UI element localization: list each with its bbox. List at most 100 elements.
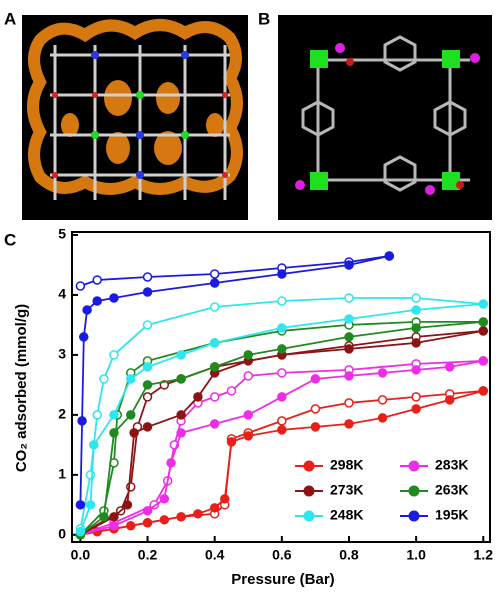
- adsorption-point: [278, 345, 286, 353]
- adsorption-point: [144, 519, 152, 527]
- desorption-point: [379, 396, 387, 404]
- adsorption-point: [211, 279, 219, 287]
- desorption-point: [86, 471, 94, 479]
- desorption-point: [412, 393, 420, 401]
- legend-label: 283K: [435, 457, 468, 473]
- legend-label: 248K: [330, 507, 363, 523]
- legend-marker: [409, 511, 419, 521]
- adsorption-point: [244, 432, 252, 440]
- desorption-point: [93, 411, 101, 419]
- adsorption-point: [110, 522, 118, 530]
- adsorption-point: [221, 495, 229, 503]
- desorption-point: [100, 375, 108, 383]
- adsorption-point: [110, 513, 118, 521]
- adsorption-point: [385, 252, 393, 260]
- adsorption-point: [412, 324, 420, 332]
- x-tick-label: 1.0: [406, 547, 426, 563]
- desorption-point: [412, 294, 420, 302]
- desorption-point: [144, 321, 152, 329]
- adsorption-point: [110, 429, 118, 437]
- x-axis-title: Pressure (Bar): [231, 571, 334, 588]
- adsorption-point: [244, 411, 252, 419]
- panel-label: A: [4, 9, 16, 28]
- desorption-line: [80, 256, 389, 286]
- legend-marker: [409, 461, 419, 471]
- adsorption-point: [227, 438, 235, 446]
- adsorption-point: [479, 318, 487, 326]
- adsorption-point: [100, 513, 108, 521]
- adsorption-point: [167, 459, 175, 467]
- adsorption-point: [345, 261, 353, 269]
- adsorption-point: [278, 324, 286, 332]
- adsorption-point: [76, 501, 84, 509]
- desorption-point: [110, 351, 118, 359]
- adsorption-point: [479, 387, 487, 395]
- y-tick-label: 4: [58, 286, 66, 302]
- figure: A B C Pressure (Bar) CO₂ adsorbed (mmol/…: [0, 0, 500, 592]
- adsorption-point: [127, 522, 135, 530]
- desorption-point: [311, 405, 319, 413]
- adsorption-point: [76, 528, 84, 536]
- y-tick-label: 3: [58, 346, 66, 362]
- adsorption-point: [211, 504, 219, 512]
- y-tick-label: 1: [58, 466, 66, 482]
- page: {"panels": [{"label": "A"}, {"label": "B…: [0, 0, 500, 592]
- adsorption-point: [110, 411, 118, 419]
- adsorption-point: [211, 420, 219, 428]
- adsorption-point: [90, 441, 98, 449]
- y-axis-title: CO₂ adsorbed (mmol/g): [13, 304, 30, 472]
- adsorption-point: [110, 294, 118, 302]
- adsorption-point: [80, 333, 88, 341]
- adsorption-point: [345, 345, 353, 353]
- panel-label: B: [258, 9, 270, 28]
- adsorption-point: [160, 495, 168, 503]
- adsorption-point: [130, 429, 138, 437]
- x-tick-label: 0.4: [205, 547, 225, 563]
- desorption-point: [227, 387, 235, 395]
- y-tick-label: 2: [58, 406, 66, 422]
- panel-b-image: [278, 15, 492, 220]
- adsorption-point: [311, 423, 319, 431]
- desorption-line: [80, 361, 483, 535]
- adsorption-point: [244, 351, 252, 359]
- desorption-point: [244, 372, 252, 380]
- adsorption-line: [80, 361, 483, 535]
- adsorption-point: [345, 372, 353, 380]
- adsorption-point: [78, 417, 86, 425]
- adsorption-point: [211, 339, 219, 347]
- adsorption-point: [144, 507, 152, 515]
- adsorption-point: [127, 411, 135, 419]
- adsorption-point: [379, 369, 387, 377]
- desorption-point: [144, 273, 152, 281]
- legend-label: 263K: [435, 482, 468, 498]
- desorption-point: [76, 282, 84, 290]
- adsorption-point: [93, 297, 101, 305]
- y-tick-label: 0: [58, 526, 66, 542]
- legend-label: 273K: [330, 482, 363, 498]
- adsorption-point: [123, 501, 131, 509]
- adsorption-point: [83, 306, 91, 314]
- adsorption-point: [479, 300, 487, 308]
- x-tick-label: 0.0: [71, 547, 91, 563]
- legend-marker: [304, 511, 314, 521]
- adsorption-point: [194, 510, 202, 518]
- adsorption-point: [177, 411, 185, 419]
- adsorption-point: [177, 429, 185, 437]
- desorption-point: [93, 276, 101, 284]
- adsorption-point: [278, 393, 286, 401]
- adsorption-point: [412, 405, 420, 413]
- y-tick-label: 5: [58, 226, 66, 242]
- desorption-point: [278, 369, 286, 377]
- adsorption-point: [144, 381, 152, 389]
- adsorption-point: [479, 357, 487, 365]
- x-tick-label: 1.2: [474, 547, 494, 563]
- legend-label: 298K: [330, 457, 363, 473]
- adsorption-point: [412, 366, 420, 374]
- x-tick-label: 0.6: [272, 547, 292, 563]
- adsorption-point: [144, 288, 152, 296]
- adsorption-point: [177, 513, 185, 521]
- desorption-point: [345, 294, 353, 302]
- adsorption-point: [345, 420, 353, 428]
- adsorption-point: [211, 363, 219, 371]
- desorption-point: [345, 399, 353, 407]
